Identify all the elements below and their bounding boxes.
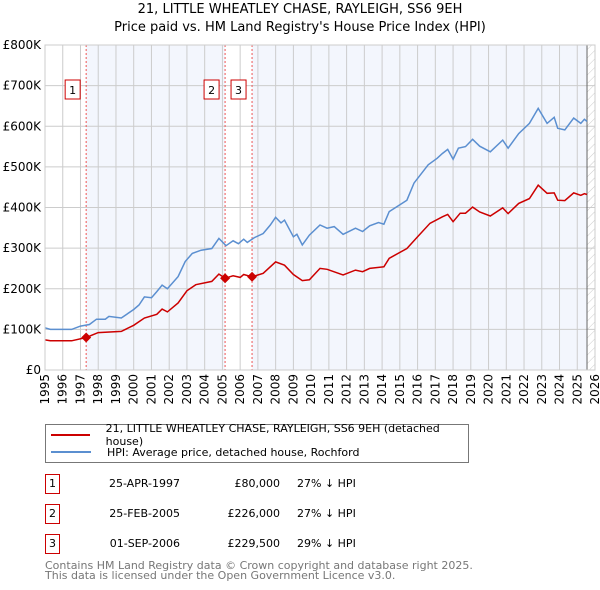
x-tick-label: 2000 bbox=[127, 374, 141, 405]
y-tick-label: £600K bbox=[3, 119, 43, 133]
plot-area: £0 £100K £200K £300K £400K £500K £600K £700K £80… bbox=[3, 38, 600, 405]
sale-badge: 1 bbox=[45, 474, 60, 494]
x-tick-label: 2016 bbox=[411, 374, 425, 405]
y-tick-label: £400K bbox=[3, 201, 43, 215]
y-tick-label: £200K bbox=[3, 282, 43, 296]
x-tick-label: 2011 bbox=[322, 374, 336, 405]
chart-subtitle: Price paid vs. HM Land Registry's House … bbox=[114, 20, 486, 35]
footer-line: This data is licensed under the Open Gov… bbox=[45, 569, 396, 582]
x-tick-label: 2006 bbox=[233, 374, 247, 405]
y-tick-label: £500K bbox=[3, 160, 43, 174]
sale-row: 3 01-SEP-2006 £229,500 29% ↓ HPI bbox=[45, 534, 465, 554]
x-tick-label: 2005 bbox=[215, 374, 229, 405]
legend-item-property: 21, LITTLE WHEATLEY CHASE, RAYLEIGH, SS6… bbox=[46, 422, 468, 448]
x-tick-label: 2017 bbox=[428, 374, 442, 405]
sale-badge-box bbox=[64, 79, 81, 100]
x-tick-label: 1996 bbox=[56, 374, 70, 405]
sale-point bbox=[81, 332, 92, 343]
sale-point bbox=[247, 271, 258, 282]
sale-hpi-diff: 29% ↓ HPI bbox=[297, 537, 356, 550]
sale-badge-box bbox=[203, 79, 220, 100]
sale-date: 25-FEB-2005 bbox=[109, 507, 180, 520]
x-tick-label: 2015 bbox=[393, 374, 407, 405]
sale-badge: 2 bbox=[45, 504, 60, 524]
sale-price: £80,000 bbox=[234, 477, 281, 490]
x-tick-label: 2026 bbox=[588, 374, 600, 405]
sale-row: 2 25-FEB-2005 £226,000 27% ↓ HPI bbox=[45, 504, 465, 524]
sale-point bbox=[220, 273, 231, 284]
legend-swatch-blue bbox=[51, 451, 91, 453]
property-series-line bbox=[44, 184, 588, 342]
chart-title: 21, LITTLE WHEATLEY CHASE, RAYLEIGH, SS6… bbox=[137, 2, 463, 17]
y-tick-label: £300K bbox=[3, 241, 43, 255]
legend: 21, LITTLE WHEATLEY CHASE, RAYLEIGH, SS6… bbox=[45, 422, 469, 463]
legend-swatch-red bbox=[51, 434, 90, 436]
legend-label: HPI: Average price, detached house, Roch… bbox=[107, 445, 360, 459]
sale-badge-label: 2 bbox=[208, 84, 215, 97]
x-tick-label: 2004 bbox=[198, 374, 212, 405]
x-tick-label: 2007 bbox=[251, 374, 265, 405]
x-tick-label: 2018 bbox=[446, 374, 460, 405]
x-tick-label: 2021 bbox=[499, 374, 513, 405]
x-tick-label: 2010 bbox=[304, 374, 318, 405]
sale-price: £226,000 bbox=[227, 507, 281, 520]
x-tick-label: 2003 bbox=[180, 374, 194, 405]
sale-badge-label: 1 bbox=[69, 84, 76, 97]
x-tick-label: 2022 bbox=[517, 374, 531, 405]
sale-hpi-diff: 27% ↓ HPI bbox=[297, 477, 356, 490]
sale-price: £229,500 bbox=[227, 537, 281, 550]
x-tick-label: 2008 bbox=[269, 374, 283, 405]
x-tick-label: 1999 bbox=[109, 374, 123, 405]
y-tick-label: £100K bbox=[3, 322, 43, 336]
y-tick-label: £0 bbox=[26, 363, 41, 377]
x-tick-label: 1998 bbox=[91, 374, 105, 405]
hpi-series-line bbox=[44, 106, 588, 331]
x-tick-label: 2014 bbox=[375, 374, 389, 405]
x-tick-label: 2024 bbox=[553, 374, 567, 405]
legend-item-hpi: HPI: Average price, detached house, Roch… bbox=[46, 444, 359, 460]
x-tick-label: 2012 bbox=[340, 374, 354, 405]
x-tick-label: 2025 bbox=[570, 374, 584, 405]
x-tick-label: 2009 bbox=[286, 374, 300, 405]
sale-badge-label: 3 bbox=[235, 84, 242, 97]
x-tick-label: 2023 bbox=[535, 374, 549, 405]
sale-badge-box bbox=[230, 79, 247, 100]
sale-date: 01-SEP-2006 bbox=[109, 537, 180, 550]
y-tick-label: £800K bbox=[3, 38, 43, 52]
x-tick-label: 2019 bbox=[464, 374, 478, 405]
sale-badge: 3 bbox=[45, 534, 60, 554]
x-tick-label: 2002 bbox=[162, 374, 176, 405]
sale-date: 25-APR-1997 bbox=[108, 477, 180, 490]
sale-row: 1 25-APR-1997 £80,000 27% ↓ HPI bbox=[45, 474, 465, 494]
x-tick-label: 2013 bbox=[357, 374, 371, 405]
legend-label: 21, LITTLE WHEATLEY CHASE, RAYLEIGH, SS6… bbox=[105, 422, 440, 448]
sale-hpi-diff: 27% ↓ HPI bbox=[297, 507, 356, 520]
x-tick-label: 1997 bbox=[73, 374, 87, 405]
x-tick-label: 2020 bbox=[482, 374, 496, 405]
x-tick-label: 1995 bbox=[38, 374, 52, 405]
y-tick-label: £700K bbox=[3, 79, 43, 93]
x-tick-label: 2001 bbox=[144, 374, 158, 405]
plot-border bbox=[44, 44, 596, 371]
footer-line: Contains HM Land Registry data © Crown c… bbox=[45, 559, 473, 572]
